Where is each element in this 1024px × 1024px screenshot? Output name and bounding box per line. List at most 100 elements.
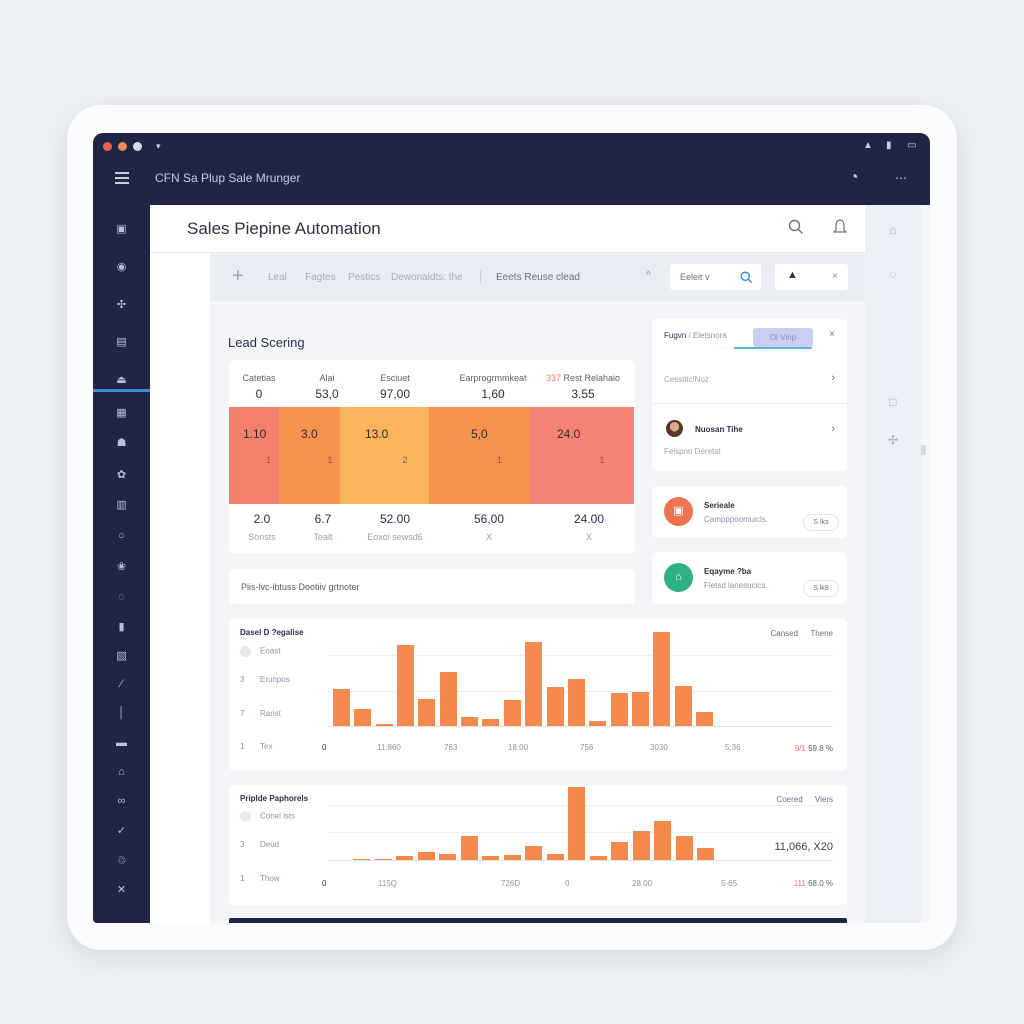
refresh-icon[interactable]: ○ xyxy=(118,530,125,542)
report-icon[interactable]: ▦ xyxy=(116,406,127,419)
close-icon[interactable]: × xyxy=(832,271,838,282)
add-icon[interactable]: + xyxy=(232,265,244,287)
chart-bar[interactable] xyxy=(674,686,692,726)
chart-bar[interactable] xyxy=(610,693,628,726)
chart-bar[interactable] xyxy=(654,820,671,860)
close-panel-icon[interactable]: × xyxy=(829,329,835,340)
legend-item[interactable]: 1 Tex xyxy=(240,742,272,751)
chart-bar[interactable] xyxy=(503,699,521,726)
heatmap-cell[interactable]: 1.10 1 xyxy=(229,407,279,504)
panel-crumb-main[interactable]: Fugvn xyxy=(664,331,687,340)
phone-icon[interactable]: ▮ xyxy=(886,140,892,151)
upload-icon[interactable]: ⏏ xyxy=(116,373,127,386)
maximize-window-button[interactable] xyxy=(133,142,142,151)
chart-bar[interactable] xyxy=(417,851,435,860)
chart-bar[interactable] xyxy=(353,859,370,860)
tab-pages[interactable]: Fagtes xyxy=(305,272,336,283)
column-header-label[interactable]: 337 Rest Relahaio xyxy=(528,373,638,383)
legend-item[interactable]: 1 Thow xyxy=(240,874,280,883)
legend-item[interactable]: Conel ists xyxy=(240,811,295,822)
search-icon[interactable] xyxy=(788,219,804,240)
chart-bar[interactable] xyxy=(374,858,392,860)
home-icon[interactable]: ⌂ xyxy=(889,223,897,237)
eject-icon[interactable]: ▲ xyxy=(863,140,873,151)
chart-tab[interactable]: Thene xyxy=(810,629,833,638)
search-icon[interactable] xyxy=(740,268,753,287)
analytics-icon[interactable]: ◉ xyxy=(116,260,127,273)
task-badge[interactable]: S lks xyxy=(803,514,839,531)
chart-bar[interactable] xyxy=(503,854,521,860)
calendar-icon[interactable]: ▧ xyxy=(116,649,127,662)
chart-tab[interactable]: Coered xyxy=(776,795,803,804)
close-window-button[interactable] xyxy=(103,142,112,151)
legend-item[interactable]: 3 Deud xyxy=(240,840,279,849)
heatmap-cell[interactable]: 5,0 1 xyxy=(429,407,529,504)
network-icon[interactable]: ✣ xyxy=(887,433,899,447)
time-icon[interactable]: ◌ xyxy=(118,591,125,603)
contacts-icon[interactable]: ☗ xyxy=(116,436,127,449)
link-icon[interactable]: ∞ xyxy=(117,795,126,807)
tab-lead[interactable]: Leal xyxy=(268,272,287,283)
power-icon[interactable]: ◌ xyxy=(889,267,897,281)
chart-bar[interactable] xyxy=(653,631,671,726)
panel-row-label[interactable]: Cesstitc!Noz xyxy=(664,375,709,384)
chart-bar[interactable] xyxy=(439,854,456,860)
dashboard-icon[interactable]: ▣ xyxy=(116,222,127,235)
chart-bar[interactable] xyxy=(397,645,415,726)
chart-bar[interactable] xyxy=(546,687,564,726)
panel-crumb-sub[interactable]: Eletsnora xyxy=(692,331,727,340)
window-icon[interactable]: ▭ xyxy=(907,140,917,151)
chart-bar[interactable] xyxy=(589,856,607,860)
settings-icon[interactable]: ✿ xyxy=(116,468,127,481)
chart-bar[interactable] xyxy=(568,787,585,860)
tag-icon[interactable]: ⌂ xyxy=(118,766,125,778)
chart-bar[interactable] xyxy=(418,698,436,726)
chart-bar[interactable] xyxy=(460,835,478,860)
chart-bar[interactable] xyxy=(611,841,628,860)
chart-bar[interactable] xyxy=(525,846,542,860)
chart-bar[interactable] xyxy=(439,671,457,726)
edit-icon[interactable]: ⁄ xyxy=(120,678,123,690)
refresh-icon[interactable]: ◔ xyxy=(849,169,859,186)
chart-bar[interactable] xyxy=(396,855,413,860)
column-header-label[interactable]: Catetias xyxy=(204,373,314,383)
check-icon[interactable]: ✓ xyxy=(116,824,127,837)
heatmap-cell[interactable]: 24.0 1 xyxy=(529,407,634,504)
column-header-label[interactable]: Earprogrmmkeat xyxy=(438,373,548,383)
column-header-label[interactable]: Alai xyxy=(272,373,382,383)
team-icon[interactable]: ✣ xyxy=(116,298,127,311)
task-badge[interactable]: S lk8 xyxy=(803,580,839,597)
folder-icon[interactable]: ▬ xyxy=(116,737,127,749)
tools-icon[interactable]: ✕ xyxy=(116,883,127,896)
toolbar-breadcrumb[interactable]: Eeets Reuse clead xyxy=(496,272,580,283)
menu-icon[interactable] xyxy=(115,172,129,187)
gift-icon[interactable]: ❀ xyxy=(116,560,127,573)
chart-bar[interactable] xyxy=(546,854,564,860)
tab-downloads[interactable]: Dewonaldts: the xyxy=(391,272,463,283)
square-icon[interactable]: □ xyxy=(889,395,897,409)
chart-tab[interactable]: Cansed xyxy=(770,629,799,638)
chevron-right-icon[interactable]: › xyxy=(831,372,835,384)
inbox-icon[interactable]: ▤ xyxy=(116,335,127,348)
chart-bar[interactable] xyxy=(632,830,650,860)
note-card[interactable]: Piis-lvc-ibtuss Dootiiv grtnoter xyxy=(229,569,635,604)
info-icon[interactable]: │ xyxy=(118,707,125,719)
legend-item[interactable]: 7 Rarist xyxy=(240,709,281,718)
chart-bar[interactable] xyxy=(631,692,649,726)
chart-bar[interactable] xyxy=(333,689,350,726)
task-card[interactable]: ▣ Serieale Campppoomuicls. S lks xyxy=(652,486,847,538)
filter-select[interactable]: Eeleit v xyxy=(670,264,761,290)
briefcase-icon[interactable]: ▮ xyxy=(118,620,125,633)
chart-bar[interactable] xyxy=(354,708,372,726)
task-card[interactable]: ⌂ Eqayme ?ba Fletsd lanesucics. S lk8 xyxy=(652,552,847,604)
legend-item[interactable]: 3 Erunpos xyxy=(240,675,290,684)
contact-name[interactable]: Nuosan Tihe xyxy=(695,425,743,434)
chart-bar[interactable] xyxy=(695,712,713,726)
chart-bar[interactable] xyxy=(589,721,607,726)
scrollbar[interactable] xyxy=(921,445,926,455)
dropdown-icon[interactable]: ▾ xyxy=(156,141,161,151)
chart-bar[interactable] xyxy=(675,835,693,860)
legend-item[interactable]: Eoast xyxy=(240,646,280,657)
tab-policies[interactable]: Pestics xyxy=(348,272,381,283)
chart-bar[interactable] xyxy=(525,641,543,726)
